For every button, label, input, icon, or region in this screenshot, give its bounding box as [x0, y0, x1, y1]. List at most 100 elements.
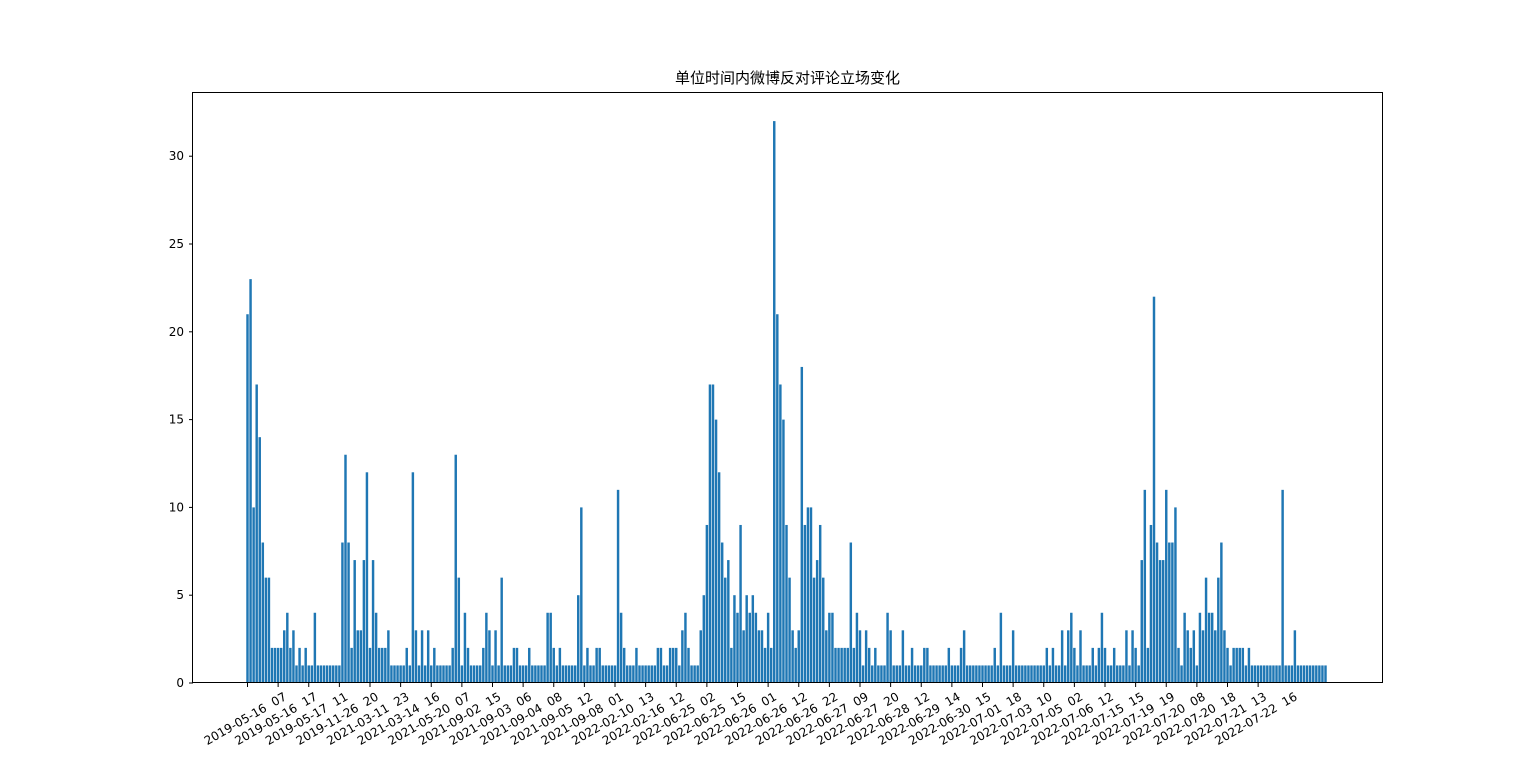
bar	[1103, 647, 1107, 683]
bar	[359, 630, 363, 683]
bar	[313, 612, 317, 683]
bar	[457, 577, 461, 683]
bar	[347, 542, 350, 683]
bar	[475, 665, 479, 683]
bar	[1051, 647, 1055, 683]
bar	[344, 454, 347, 683]
bar	[969, 665, 972, 683]
bar	[696, 665, 699, 683]
bar	[604, 665, 608, 683]
bar	[644, 665, 647, 683]
bar	[1296, 665, 1300, 683]
bar	[635, 647, 638, 683]
bar	[791, 630, 794, 683]
bar	[1226, 647, 1229, 683]
bar	[932, 665, 935, 683]
bar	[1281, 489, 1284, 683]
bar	[546, 612, 549, 683]
bar	[659, 647, 663, 683]
bar	[1171, 542, 1174, 683]
bar	[1091, 647, 1094, 683]
bar	[1312, 665, 1315, 683]
bar	[304, 647, 307, 683]
bar	[978, 665, 981, 683]
bar	[730, 647, 733, 683]
bar	[1305, 665, 1309, 683]
bar	[1183, 612, 1186, 683]
bar	[368, 647, 372, 683]
bar	[812, 577, 816, 683]
bar	[831, 612, 834, 683]
bar	[944, 665, 947, 683]
bar	[1229, 665, 1232, 683]
bar	[564, 665, 568, 683]
bar	[1192, 630, 1196, 683]
bar	[515, 647, 519, 683]
y-tick-label: 10	[169, 500, 184, 514]
bar	[439, 665, 442, 683]
bar	[950, 665, 954, 683]
bar	[708, 384, 712, 683]
bar	[1094, 665, 1098, 683]
bar	[1149, 524, 1153, 683]
bar	[399, 665, 402, 683]
bar	[1045, 647, 1049, 683]
bar	[292, 630, 295, 683]
bar	[864, 630, 868, 683]
bar	[1269, 665, 1272, 683]
bar	[1158, 560, 1162, 683]
bar	[528, 647, 531, 683]
bar	[846, 647, 849, 683]
bar	[754, 612, 758, 683]
bar	[497, 665, 500, 683]
bar	[595, 647, 598, 683]
y-tick-label: 20	[169, 325, 184, 339]
bar	[763, 647, 767, 683]
bar	[1180, 665, 1183, 683]
bar	[451, 647, 454, 683]
bar	[987, 665, 990, 683]
bar	[840, 647, 843, 683]
bar	[310, 665, 314, 683]
bar	[861, 665, 865, 683]
bar	[610, 665, 614, 683]
bar	[374, 612, 378, 683]
bar	[255, 384, 258, 683]
bar	[362, 560, 366, 683]
bar	[332, 665, 335, 683]
bar	[555, 665, 559, 683]
bar	[711, 384, 715, 683]
bar	[757, 630, 761, 683]
bar-series	[246, 121, 1327, 684]
bar	[632, 665, 635, 683]
bar	[972, 665, 975, 683]
bar	[524, 665, 528, 683]
bar	[1284, 665, 1287, 683]
chart-title: 单位时间内微博反对评论立场变化	[675, 69, 900, 87]
bar	[273, 647, 277, 683]
bar	[773, 121, 776, 684]
bar	[420, 630, 424, 683]
bar	[436, 665, 439, 683]
bar	[1140, 560, 1143, 683]
bar	[1186, 630, 1189, 683]
bar	[797, 630, 800, 683]
bar	[1146, 647, 1150, 683]
bar	[258, 437, 261, 683]
bar	[684, 612, 687, 683]
bar	[1168, 542, 1171, 683]
bar	[485, 612, 488, 683]
bar	[748, 612, 751, 683]
bar	[886, 612, 889, 683]
bar	[1235, 647, 1238, 683]
bar	[999, 612, 1003, 683]
bar	[1088, 665, 1091, 683]
y-tick-label: 0	[176, 676, 184, 690]
bar	[341, 542, 344, 683]
bar	[1112, 647, 1116, 683]
bar	[1217, 577, 1220, 683]
bar	[1207, 612, 1211, 683]
bar	[920, 665, 923, 683]
y-tick-label: 30	[169, 149, 184, 163]
bar	[913, 665, 917, 683]
